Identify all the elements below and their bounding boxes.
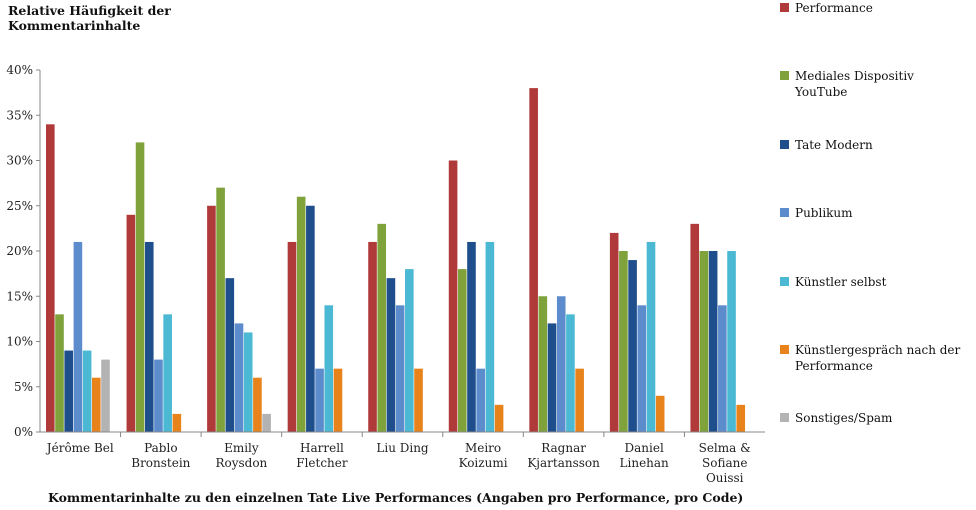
bar-2-8	[708, 251, 718, 432]
x-category-label: Jérôme Bel	[45, 441, 114, 455]
bar-5-5	[494, 404, 504, 432]
x-category-label: Daniel Linehan	[620, 441, 670, 470]
bar-4-0	[82, 350, 92, 432]
bar-0-7	[609, 232, 619, 432]
bar-4-2	[243, 332, 253, 432]
y-tick-label: 35%	[6, 108, 33, 122]
bar-1-8	[699, 251, 709, 432]
legend-label: Künstler selbst	[795, 275, 887, 289]
bar-5-1	[172, 413, 182, 432]
x-axis-title: Kommentarinhalte zu den einzelnen Tate L…	[48, 490, 744, 505]
legend-label: Sonstiges/Spam	[795, 411, 893, 425]
bar-2-1	[144, 241, 154, 432]
legend-swatch	[780, 208, 789, 217]
bar-2-4	[386, 278, 396, 432]
bar-3-8	[718, 305, 727, 432]
bar-3-2	[234, 323, 244, 432]
x-category-label: Ragnar Kjartansson	[527, 441, 600, 470]
bar-6-0	[101, 359, 110, 432]
x-category-label: Emily Roysdon	[215, 441, 267, 470]
bar-5-0	[92, 377, 101, 432]
bar-5-7	[655, 395, 665, 432]
bar-5-8	[736, 404, 746, 432]
bar-1-1	[135, 142, 145, 432]
legend-swatch	[780, 345, 789, 354]
legend-item: Mediales Dispositiv YouTube	[780, 68, 965, 100]
bar-4-5	[485, 241, 495, 432]
y-tick-label: 15%	[6, 289, 33, 303]
legend-item: Künstler selbst	[780, 274, 965, 290]
bar-5-4	[414, 368, 423, 432]
legend-swatch	[780, 71, 789, 80]
bar-4-4	[405, 269, 414, 432]
bar-3-5	[476, 368, 485, 432]
bar-2-7	[628, 260, 637, 432]
x-category-label: Meiro Koizumi	[459, 441, 508, 470]
bar-0-6	[529, 88, 538, 432]
x-category-label: Pablo Bronstein	[131, 441, 190, 470]
legend-swatch	[780, 3, 789, 12]
bar-5-6	[575, 368, 584, 432]
bar-2-2	[225, 278, 235, 432]
bar-0-8	[690, 223, 700, 432]
y-tick-label: 0%	[14, 425, 33, 439]
bar-4-3	[324, 305, 334, 432]
y-axis-title: Relative Häufigkeit der Kommentarinhalte	[8, 3, 171, 33]
bar-6-2	[262, 413, 271, 432]
x-category-label: Selma & Sofiane Ouissi	[699, 441, 752, 485]
x-category-label: Liu Ding	[376, 441, 429, 455]
bar-1-3	[296, 196, 306, 432]
legend-label: Tate Modern	[795, 138, 873, 152]
y-tick-label: 10%	[6, 335, 33, 349]
bar-0-3	[287, 241, 297, 432]
legend-item: Sonstiges/Spam	[780, 410, 965, 426]
y-tick-label: 5%	[14, 380, 33, 394]
bar-5-3	[333, 368, 343, 432]
y-tick-label: 20%	[6, 244, 33, 258]
bar-2-3	[306, 205, 315, 432]
bar-3-1	[154, 359, 163, 432]
legend-label: Publikum	[795, 206, 853, 220]
chart-legend: Performance Mediales Dispositiv YouTube Ta…	[780, 0, 976, 470]
bar-2-0	[64, 350, 73, 432]
bar-0-0	[46, 124, 55, 433]
bar-3-3	[315, 368, 324, 432]
bar-1-0	[55, 314, 64, 432]
y-tick-label: 30%	[6, 154, 33, 168]
bar-1-4	[377, 223, 387, 432]
bar-1-2	[216, 187, 225, 432]
bar-1-5	[457, 269, 467, 432]
legend-swatch	[780, 413, 789, 422]
bar-0-5	[448, 160, 458, 432]
bar-2-5	[467, 241, 476, 432]
legend-swatch	[780, 277, 789, 286]
legend-label: Künstlergespräch nach der Performance	[795, 343, 961, 373]
bar-2-6	[547, 323, 557, 432]
bar-3-4	[395, 305, 405, 432]
bar-0-4	[368, 241, 377, 432]
legend-item: Künstlergespräch nach der Performance	[780, 342, 965, 374]
x-category-label: Harrell Fletcher	[296, 441, 348, 470]
legend-label: Mediales Dispositiv YouTube	[795, 69, 914, 99]
bar-3-7	[637, 305, 647, 432]
legend-item: Tate Modern	[780, 137, 965, 153]
bar-0-2	[207, 205, 216, 432]
bar-4-7	[646, 241, 656, 432]
y-tick-label: 25%	[6, 199, 33, 213]
y-tick-label: 40%	[6, 63, 33, 77]
bar-4-1	[163, 314, 172, 432]
bar-4-8	[727, 251, 736, 432]
bar-3-0	[73, 241, 83, 432]
bar-1-6	[538, 296, 548, 432]
bar-3-6	[556, 296, 566, 432]
legend-item: Performance	[780, 0, 965, 16]
bar-1-7	[619, 251, 628, 432]
bar-5-2	[253, 377, 262, 432]
legend-swatch	[780, 140, 789, 149]
legend-item: Publikum	[780, 205, 965, 221]
bar-0-1	[126, 214, 136, 432]
legend-label: Performance	[795, 1, 873, 15]
bar-4-6	[566, 314, 575, 432]
